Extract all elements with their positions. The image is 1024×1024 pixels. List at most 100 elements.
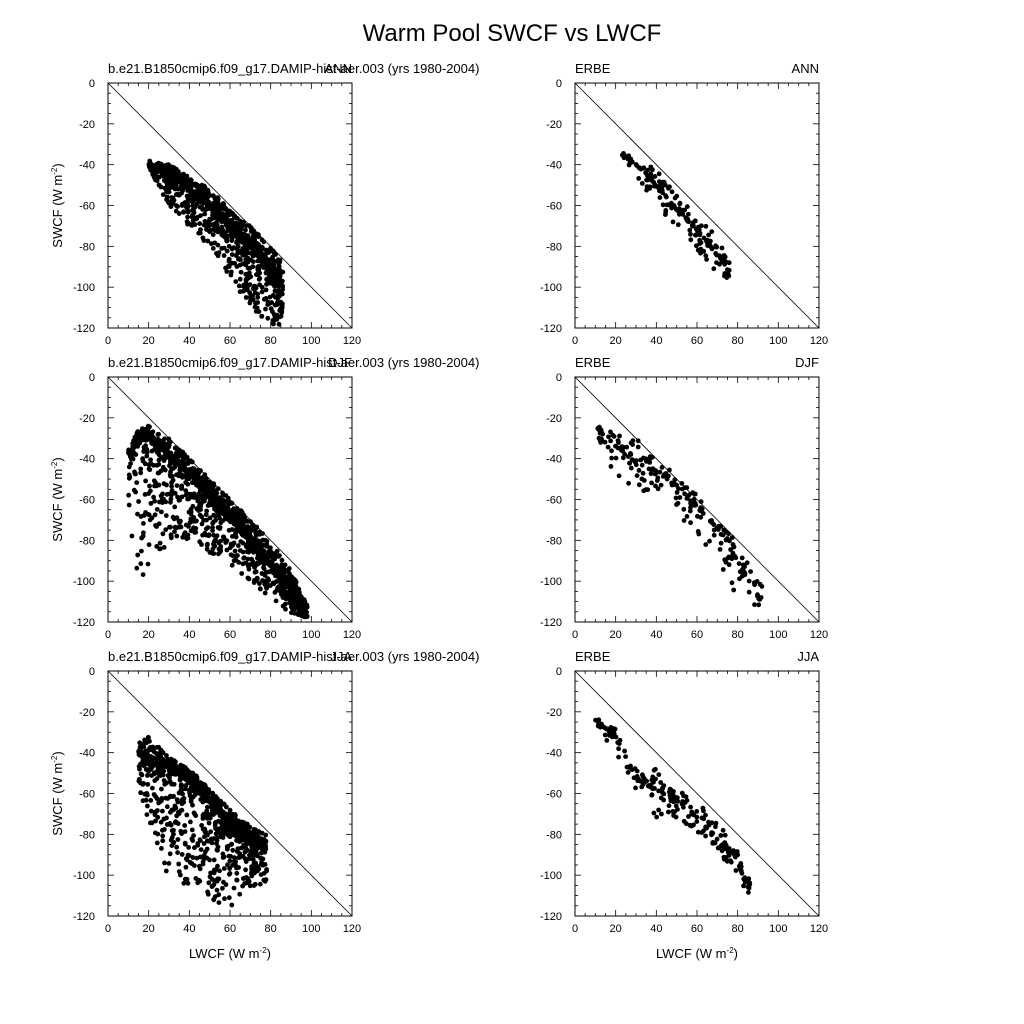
data-point	[263, 287, 269, 293]
data-point	[220, 211, 225, 217]
data-point	[295, 612, 301, 617]
data-point	[166, 763, 172, 769]
data-point	[270, 293, 276, 298]
data-point	[271, 312, 277, 317]
data-point	[184, 536, 190, 542]
y-tick-label: -80	[79, 829, 95, 841]
data-point	[214, 841, 219, 846]
data-point	[218, 820, 224, 825]
data-point	[695, 247, 701, 253]
y-tick-label: -20	[546, 413, 562, 425]
y-tick-label: -40	[79, 454, 95, 466]
data-point	[212, 506, 217, 512]
data-point	[208, 836, 214, 842]
data-point	[606, 434, 611, 440]
data-point	[148, 457, 154, 463]
data-point	[203, 512, 209, 518]
data-point	[707, 538, 712, 544]
data-point	[625, 156, 631, 162]
data-point	[204, 508, 210, 514]
data-point	[661, 783, 667, 788]
data-point	[215, 828, 221, 834]
y-tick-label: -120	[73, 323, 95, 335]
data-point	[170, 514, 176, 520]
data-point	[205, 541, 210, 547]
data-point	[148, 798, 154, 803]
data-point	[198, 213, 203, 219]
data-point	[186, 845, 192, 850]
data-point	[220, 885, 225, 891]
data-point	[222, 831, 228, 836]
data-point	[659, 187, 665, 193]
panels: b.e21.B1850cmip6.f09_g17.DAMIP-hist-aer.…	[50, 61, 828, 961]
data-point	[148, 767, 154, 772]
data-point	[709, 520, 715, 525]
data-point	[245, 829, 251, 835]
data-point	[259, 313, 265, 319]
data-point	[243, 241, 248, 247]
data-point	[273, 275, 279, 281]
data-point	[149, 515, 155, 521]
data-point	[252, 564, 257, 570]
data-point	[682, 491, 687, 497]
x-tick-label: 60	[691, 335, 703, 347]
data-point	[214, 251, 219, 256]
data-point	[223, 512, 228, 518]
x-tick-label: 40	[650, 335, 662, 347]
data-point	[733, 868, 739, 873]
data-point	[667, 184, 672, 190]
data-point	[219, 232, 225, 238]
data-point	[233, 215, 239, 221]
data-point	[608, 438, 613, 444]
data-point	[214, 533, 220, 539]
data-point	[701, 235, 707, 241]
data-point	[703, 542, 709, 547]
data-point	[248, 274, 254, 280]
data-point	[293, 579, 299, 585]
data-point	[175, 810, 181, 815]
data-point	[211, 857, 217, 863]
data-point	[692, 491, 698, 497]
data-point	[176, 790, 182, 796]
data-point	[271, 319, 276, 324]
data-point	[684, 496, 690, 501]
data-point	[160, 531, 166, 537]
data-point	[248, 871, 254, 876]
data-point	[237, 276, 243, 282]
data-point	[147, 467, 153, 473]
data-point	[215, 847, 220, 853]
data-point	[205, 832, 210, 838]
data-point	[201, 855, 207, 860]
data-point	[160, 464, 166, 470]
data-point	[200, 196, 206, 202]
data-point	[613, 443, 618, 449]
data-point	[150, 429, 156, 435]
x-tick-label: 80	[265, 629, 277, 641]
data-point	[239, 571, 245, 576]
data-point	[264, 281, 269, 287]
data-point	[277, 308, 283, 313]
data-point	[166, 861, 172, 866]
y-axis-title-end: )	[50, 457, 65, 461]
data-point	[636, 482, 642, 488]
data-point	[226, 820, 232, 826]
data-point	[257, 881, 263, 887]
data-point	[172, 504, 178, 510]
data-point	[262, 862, 268, 867]
data-point	[174, 515, 180, 521]
data-point	[203, 186, 208, 192]
data-point	[185, 214, 191, 220]
data-point	[290, 591, 296, 597]
data-point	[233, 253, 239, 259]
data-point	[711, 266, 717, 272]
data-point	[686, 219, 691, 225]
data-point	[216, 551, 221, 557]
data-point	[692, 500, 698, 506]
data-point	[179, 852, 185, 857]
data-point	[171, 840, 176, 846]
data-point	[664, 194, 669, 200]
data-point	[272, 565, 278, 571]
data-point	[240, 251, 245, 257]
data-point	[203, 476, 209, 482]
